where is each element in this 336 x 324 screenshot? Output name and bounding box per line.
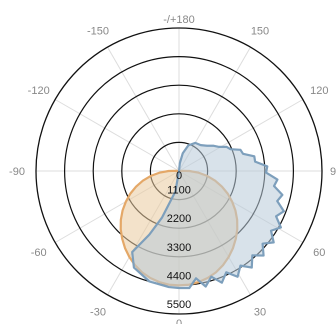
radial-tick-label: 4400 [167,270,191,282]
angle-label: -150 [87,26,109,38]
series-2-area [131,141,285,290]
angle-label: 120 [310,85,328,97]
radial-tick-label: 3300 [167,242,191,254]
angle-label: 0 [176,318,182,324]
grid-spoke [54,99,180,172]
radial-labels: 0 1100 2200 3300 4400 5500 [167,170,191,311]
radial-tick-label: 0 [176,170,182,182]
angle-label: -90 [9,166,25,178]
angle-label: 60 [313,247,325,259]
radial-tick-label: 2200 [167,213,191,225]
angle-label: 150 [251,26,269,38]
radial-tick-label: 1100 [167,185,191,197]
radial-tick-label: 5500 [167,299,191,311]
angle-labels: -/+180 150 120 9 60 30 0 -30 -60 -90 -120 -150 [9,14,336,324]
angle-label: -30 [90,306,106,318]
grid-spoke [107,46,180,172]
angle-label: -120 [28,85,50,97]
grid-ring [35,27,323,315]
angle-label: 9 [330,166,336,178]
angle-label: -60 [31,247,47,259]
series-layer [119,141,285,290]
angle-label: -/+180 [163,14,195,26]
angle-label: 30 [254,306,266,318]
